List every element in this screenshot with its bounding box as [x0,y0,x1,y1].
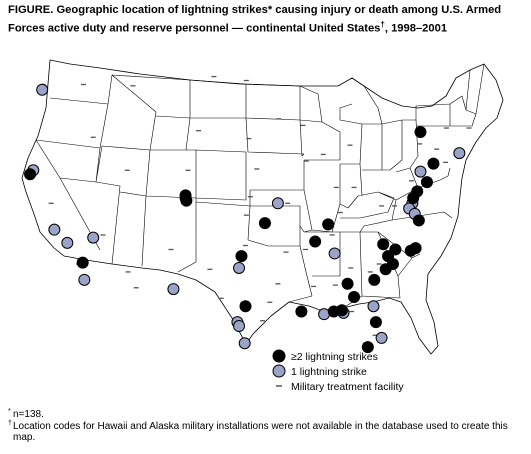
footnote-dagger-text: Location codes for Hawaii and Alaska mil… [13,420,508,444]
legend: ≥2 lightning strikes 1 lightning strike … [272,349,404,393]
multi-strike-markers [24,126,440,354]
single-strike-marker [328,247,341,260]
state-borders [21,59,504,355]
state-border-lines [35,63,485,309]
multi-strike-marker [341,277,354,290]
single-strike-marker [367,300,380,313]
multi-strike-marker [309,235,322,248]
single-strike-marker [271,197,284,210]
figure-title: FIGURE. Geographic location of lightning… [8,4,523,36]
footnote-n-text: n=138. [13,409,44,420]
legend-single-symbol [272,364,286,378]
single-strike-marker [414,165,427,178]
multi-strike-marker [76,256,89,269]
legend-multi-symbol [272,349,286,363]
multi-strike-marker [409,242,422,255]
us-outline [21,59,504,355]
footnote-n: * n=138. [8,408,523,421]
multi-strike-marker [235,250,248,263]
multi-strike-marker [369,316,382,329]
single-strike-marker [453,147,466,160]
title-line-2: Forces active duty and reserve personnel… [8,22,381,35]
multi-strike-marker [427,157,440,170]
single-strike-marker [78,273,91,286]
multi-strike-marker [420,176,433,189]
single-strike-marker [61,236,74,249]
single-strike-marker [48,223,61,236]
multi-strike-marker [239,300,252,313]
multi-strike-marker [368,273,381,286]
title-dagger: † [380,19,385,29]
title-years: , 1998–2001 [384,22,448,35]
single-strike-marker [238,337,251,350]
title-line-1: FIGURE. Geographic location of lightning… [8,4,502,16]
multi-strike-marker [180,194,193,207]
single-strike-marker [167,283,180,296]
multi-strike-marker [361,341,374,354]
multi-strike-marker [414,126,427,138]
footnote-dagger: † Location codes for Hawaii and Alaska mi… [8,419,523,444]
footnotes: * n=138. † Location codes for Hawaii and A… [8,408,523,444]
single-strike-marker [36,83,49,96]
multi-strike-marker [411,185,424,198]
multi-strike-marker [382,250,395,263]
single-strike-marker [233,261,246,274]
legend-facility-label: Military treatment facility [291,381,404,393]
multi-strike-marker [258,217,271,230]
single-strike-marker [375,331,388,344]
multi-strike-marker [322,218,335,231]
footnote-dagger-mark: † [8,419,12,427]
multi-strike-marker [24,168,37,181]
single-strike-marker [233,320,246,333]
legend-multi-label: ≥2 lightning strikes [291,351,378,363]
footnote-asterisk: * [8,408,11,415]
single-strike-marker [87,231,100,244]
multi-strike-marker [295,305,308,318]
multi-strike-marker [377,238,390,251]
multi-strike-marker [335,304,348,317]
multi-strike-marker [412,214,425,227]
legend-single-label: 1 lightning strike [291,366,367,378]
multi-strike-marker [348,291,361,303]
